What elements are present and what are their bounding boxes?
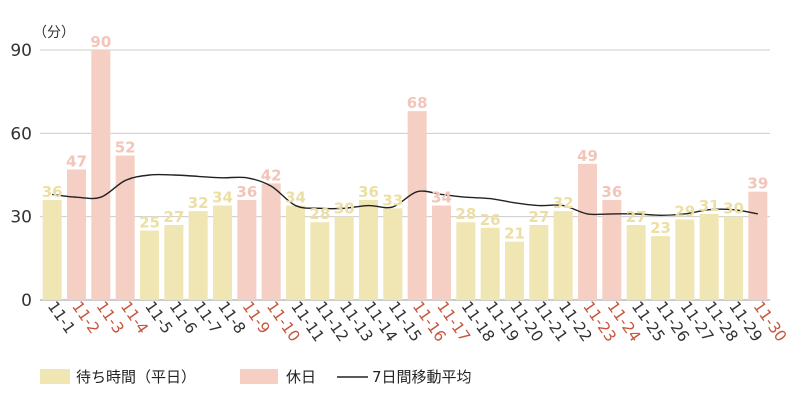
data-label: 28 (309, 205, 330, 223)
legend-label-moving-average: 7日間移動平均 (372, 368, 472, 386)
bar (213, 205, 232, 300)
data-label: 27 (626, 208, 647, 226)
bar (505, 241, 524, 300)
bar (626, 225, 646, 300)
data-label: 32 (188, 194, 209, 212)
data-label: 90 (90, 33, 111, 51)
bar (699, 213, 719, 300)
bar (67, 169, 86, 300)
bar (724, 216, 743, 300)
bars-layer (42, 50, 768, 300)
moving-average-layer (52, 173, 758, 216)
y-tick-label: 30 (10, 208, 32, 228)
bar (286, 205, 305, 300)
bar (140, 230, 159, 300)
y-tick-label: 60 (10, 124, 32, 144)
legend-swatch-weekday (40, 369, 70, 384)
bar (334, 216, 354, 300)
data-label: 27 (528, 208, 549, 226)
data-label: 32 (553, 194, 574, 212)
data-label: 68 (407, 94, 428, 112)
data-label: 26 (480, 211, 501, 229)
bar (529, 225, 549, 300)
legend-label-weekday: 待ち時間（平日） (76, 368, 196, 386)
data-label: 36 (601, 183, 622, 201)
bar (432, 205, 451, 300)
bar (553, 211, 573, 300)
bar (237, 200, 257, 300)
bar (383, 208, 403, 300)
data-label: 42 (261, 166, 282, 184)
grid-layer (40, 49, 770, 301)
data-label: 52 (115, 139, 136, 157)
legend-label-holiday: 休日 (286, 368, 316, 386)
data-label: 31 (699, 197, 720, 215)
bar (164, 225, 184, 300)
bar (310, 222, 330, 300)
x-axis: 11-111-211-311-411-511-611-711-811-911-1… (44, 298, 790, 345)
data-label: 39 (747, 175, 768, 193)
bar (456, 222, 476, 300)
bar (115, 155, 135, 300)
data-label: 36 (358, 183, 379, 201)
data-label: 49 (577, 147, 598, 165)
bar (42, 200, 62, 300)
bar (578, 163, 597, 300)
y-axis-unit-label: （分） (33, 25, 75, 41)
bar (675, 219, 695, 300)
data-label: 33 (382, 191, 403, 209)
bar (480, 227, 500, 300)
y-axis: （分） 0 30 60 90 (10, 25, 75, 311)
bar (91, 50, 111, 300)
bar (651, 236, 670, 300)
y-tick-label: 90 (10, 41, 32, 61)
data-label: 36 (236, 183, 257, 201)
data-label: 30 (334, 200, 355, 218)
legend-swatch-holiday (240, 369, 278, 384)
bar (407, 111, 427, 300)
data-label: 27 (163, 208, 184, 226)
moving-average-line (52, 173, 758, 216)
data-label: 25 (139, 214, 160, 232)
data-label: 23 (650, 219, 671, 237)
data-label: 34 (212, 189, 233, 207)
bar (359, 200, 378, 300)
data-label: 34 (285, 189, 306, 207)
legend: 待ち時間（平日） 休日 7日間移動平均 (40, 368, 472, 386)
data-label: 29 (674, 202, 695, 220)
data-label: 36 (42, 183, 63, 201)
data-label: 34 (431, 189, 452, 207)
bar (261, 183, 281, 300)
data-label: 21 (504, 225, 525, 243)
bar (748, 191, 768, 300)
data-label: 30 (723, 200, 744, 218)
data-label: 47 (66, 152, 87, 170)
bar (188, 211, 208, 300)
data-label: 28 (455, 205, 476, 223)
y-tick-label: 0 (21, 291, 32, 311)
bar (602, 200, 622, 300)
